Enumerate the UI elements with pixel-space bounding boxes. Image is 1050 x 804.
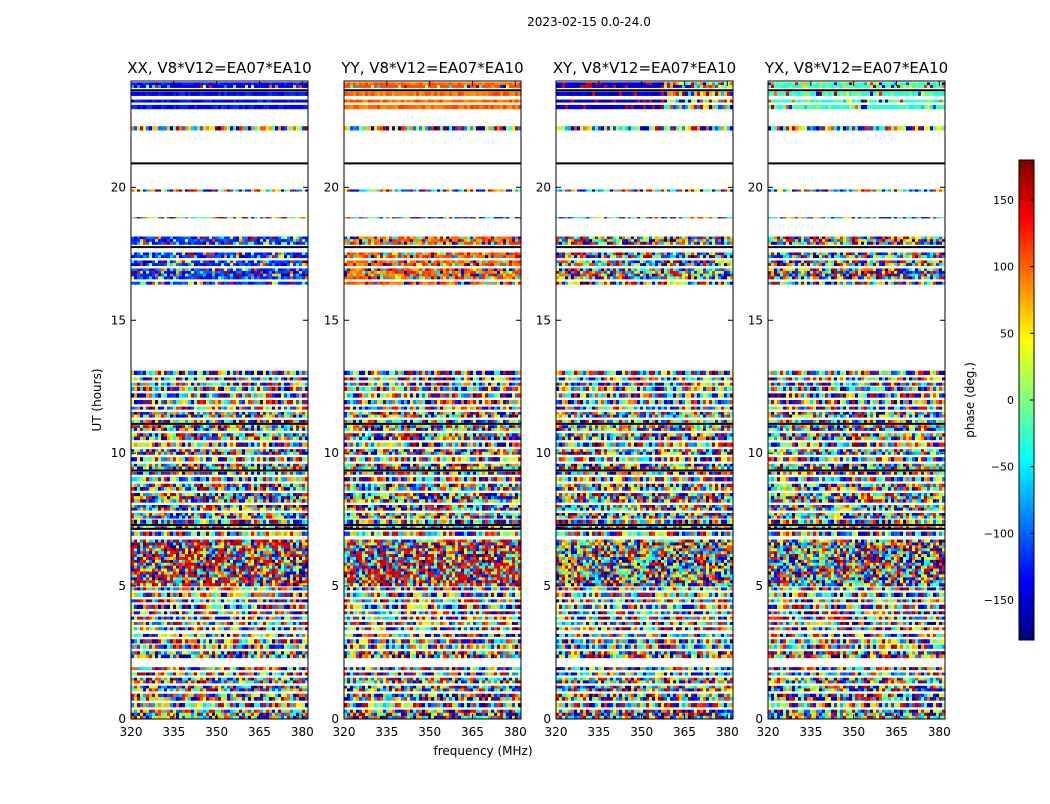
panel-title: YY, V8*V12=EA07*EA10 (340, 59, 523, 77)
y-tick-label: 10 (324, 446, 339, 460)
colorbar-label: phase (deg.) (963, 362, 977, 438)
x-tick-label: 350 (630, 725, 653, 739)
x-tick-label: 350 (418, 725, 441, 739)
panel-image (768, 81, 945, 719)
y-tick-label: 10 (748, 446, 763, 460)
y-tick-label: 10 (536, 446, 551, 460)
y-tick-label: 5 (118, 579, 126, 593)
y-tick-label: 15 (324, 313, 339, 327)
x-tick-label: 350 (842, 725, 865, 739)
colorbar-tick-label: −50 (991, 461, 1014, 474)
colorbar-tick-label: −100 (984, 527, 1014, 540)
x-tick-label: 380 (291, 725, 314, 739)
panel-yx: YX, V8*V12=EA07*EA10 320 335 350 365 380 0 5 10 1… (748, 59, 951, 739)
panel-image (556, 81, 733, 719)
colorbar: 150 100 50 0 −50 −100 −150 phase (deg.) (963, 160, 1034, 640)
y-tick-label: 5 (543, 579, 551, 593)
y-tick-label: 15 (748, 313, 763, 327)
y-tick-label: 20 (324, 180, 339, 194)
x-tick-label: 320 (120, 725, 143, 739)
x-tick-label: 320 (757, 725, 780, 739)
y-tick-label: 0 (118, 712, 126, 726)
y-tick-label: 20 (111, 180, 126, 194)
x-tick-label: 380 (504, 725, 527, 739)
suptitle: 2023-02-15 0.0-24.0 (527, 15, 651, 29)
x-tick-label: 365 (885, 725, 908, 739)
y-tick-label: 10 (111, 446, 126, 460)
x-tick-label: 335 (587, 725, 610, 739)
y-tick-label: 0 (331, 712, 339, 726)
x-tick-label: 365 (673, 725, 696, 739)
panel-title: YX, V8*V12=EA07*EA10 (764, 59, 948, 77)
colorbar-tick-label: −150 (984, 594, 1014, 607)
colorbar-tick-label: 150 (993, 194, 1014, 207)
y-tick-label: 5 (331, 579, 339, 593)
panel-xx: XX, V8*V12=EA07*EA10 320 335 350 365 380 0 5 10 1… (111, 59, 314, 739)
y-tick-label: 15 (536, 313, 551, 327)
x-tick-label: 335 (799, 725, 822, 739)
x-tick-label: 365 (461, 725, 484, 739)
y-tick-label: 0 (755, 712, 763, 726)
x-tick-label: 320 (333, 725, 356, 739)
panel-title: XY, V8*V12=EA07*EA10 (553, 59, 736, 77)
y-tick-label: 15 (111, 313, 126, 327)
x-tick-label: 365 (248, 725, 271, 739)
y-tick-label: 0 (543, 712, 551, 726)
panel-xy: XY, V8*V12=EA07*EA10 320 335 350 365 380 0 5 10 1… (536, 59, 739, 739)
panel-yy: YY, V8*V12=EA07*EA10 320 335 350 365 380 0 5 10 1… (324, 59, 527, 739)
colorbar-tick-label: 100 (993, 261, 1014, 274)
y-tick-label: 20 (748, 180, 763, 194)
x-tick-label: 335 (162, 725, 185, 739)
colorbar-tick-label: 50 (1000, 327, 1014, 340)
x-tick-label: 380 (928, 725, 951, 739)
x-axis-label: frequency (MHz) (433, 744, 532, 758)
x-tick-label: 335 (375, 725, 398, 739)
colorbar-tick-label: 0 (1007, 394, 1014, 407)
x-tick-label: 350 (205, 725, 228, 739)
panels-layer: XX, V8*V12=EA07*EA10 320 335 350 365 380 0 5 10 1… (111, 59, 951, 739)
panel-image (344, 81, 521, 719)
y-tick-label: 5 (755, 579, 763, 593)
y-tick-label: 20 (536, 180, 551, 194)
x-tick-label: 380 (716, 725, 739, 739)
panel-image (131, 81, 308, 719)
x-tick-label: 320 (545, 725, 568, 739)
panel-title: XX, V8*V12=EA07*EA10 (127, 59, 311, 77)
y-axis-label: UT (hours) (90, 368, 104, 431)
